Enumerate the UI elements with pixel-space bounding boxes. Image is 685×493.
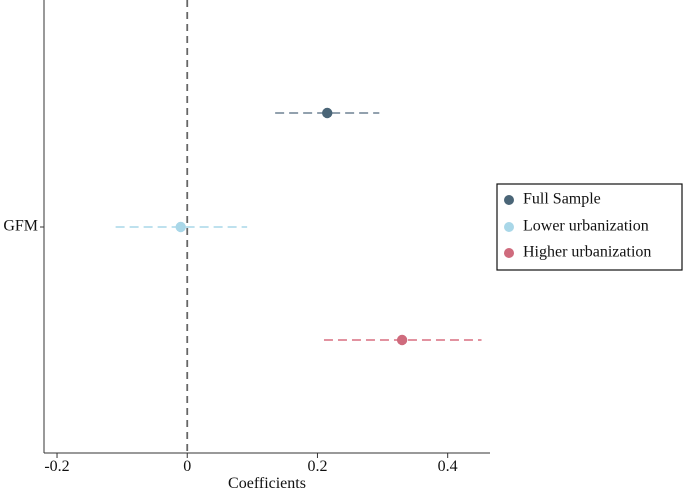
point-estimate-full-sample xyxy=(322,107,333,119)
point-estimate-higher-urbanization xyxy=(396,334,408,346)
category-label: GFM xyxy=(3,218,38,235)
legend-label-higher-urbanization: Higher urbanization xyxy=(523,244,651,261)
x-tick-label: 0.4 xyxy=(438,458,458,475)
legend-item-higher-urbanization: Higher urbanization xyxy=(504,244,651,261)
legend-item-full-sample: Full Sample xyxy=(504,191,601,208)
legend: Full Sample Lower urbanization Higher ur… xyxy=(496,183,683,271)
legend-marker-lower-urbanization xyxy=(504,222,514,232)
legend-item-lower-urbanization: Lower urbanization xyxy=(504,218,649,235)
x-tick-label: 0.2 xyxy=(307,458,327,475)
legend-marker-full-sample xyxy=(504,195,514,205)
point-estimate-lower-urbanization xyxy=(175,221,186,233)
legend-marker-higher-urbanization xyxy=(504,248,514,258)
x-tick-label: -0.2 xyxy=(44,458,69,475)
legend-label-lower-urbanization: Lower urbanization xyxy=(523,218,649,235)
legend-label-full-sample: Full Sample xyxy=(523,191,601,208)
x-axis-title: Coefficients xyxy=(228,475,306,492)
x-tick-label: 0 xyxy=(183,458,191,475)
legend-box xyxy=(496,183,683,271)
